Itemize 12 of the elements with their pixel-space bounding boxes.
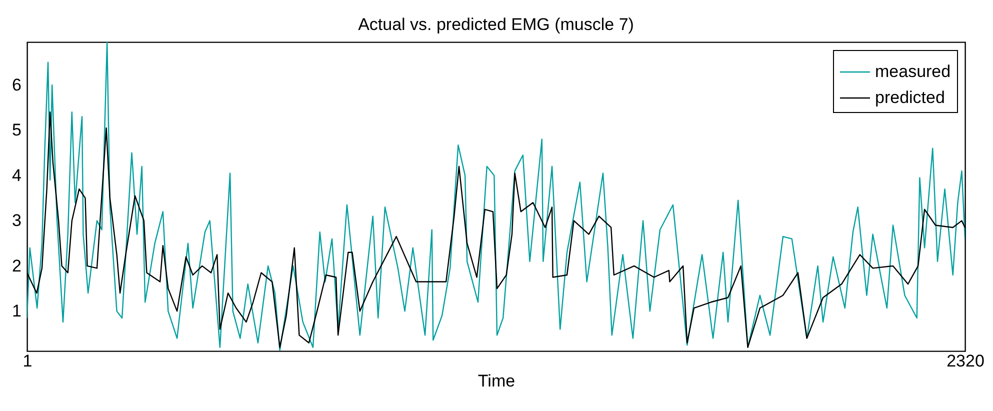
y-tick-label: 6 (12, 75, 22, 94)
legend-label: measured (875, 62, 951, 81)
y-tick-label: 1 (12, 302, 22, 321)
y-tick-label: 2 (12, 256, 22, 276)
line-series (27, 42, 965, 351)
y-tick-label: 5 (12, 120, 22, 140)
y-tick-label: 4 (12, 166, 22, 185)
x-tick-label: 2320 (946, 352, 984, 370)
legend-label: predicted (875, 88, 945, 107)
chart-title: Actual vs. predicted EMG (muscle 7) (358, 15, 634, 34)
x-axis-title: Time (478, 372, 516, 390)
y-tick-label: 3 (12, 211, 22, 230)
